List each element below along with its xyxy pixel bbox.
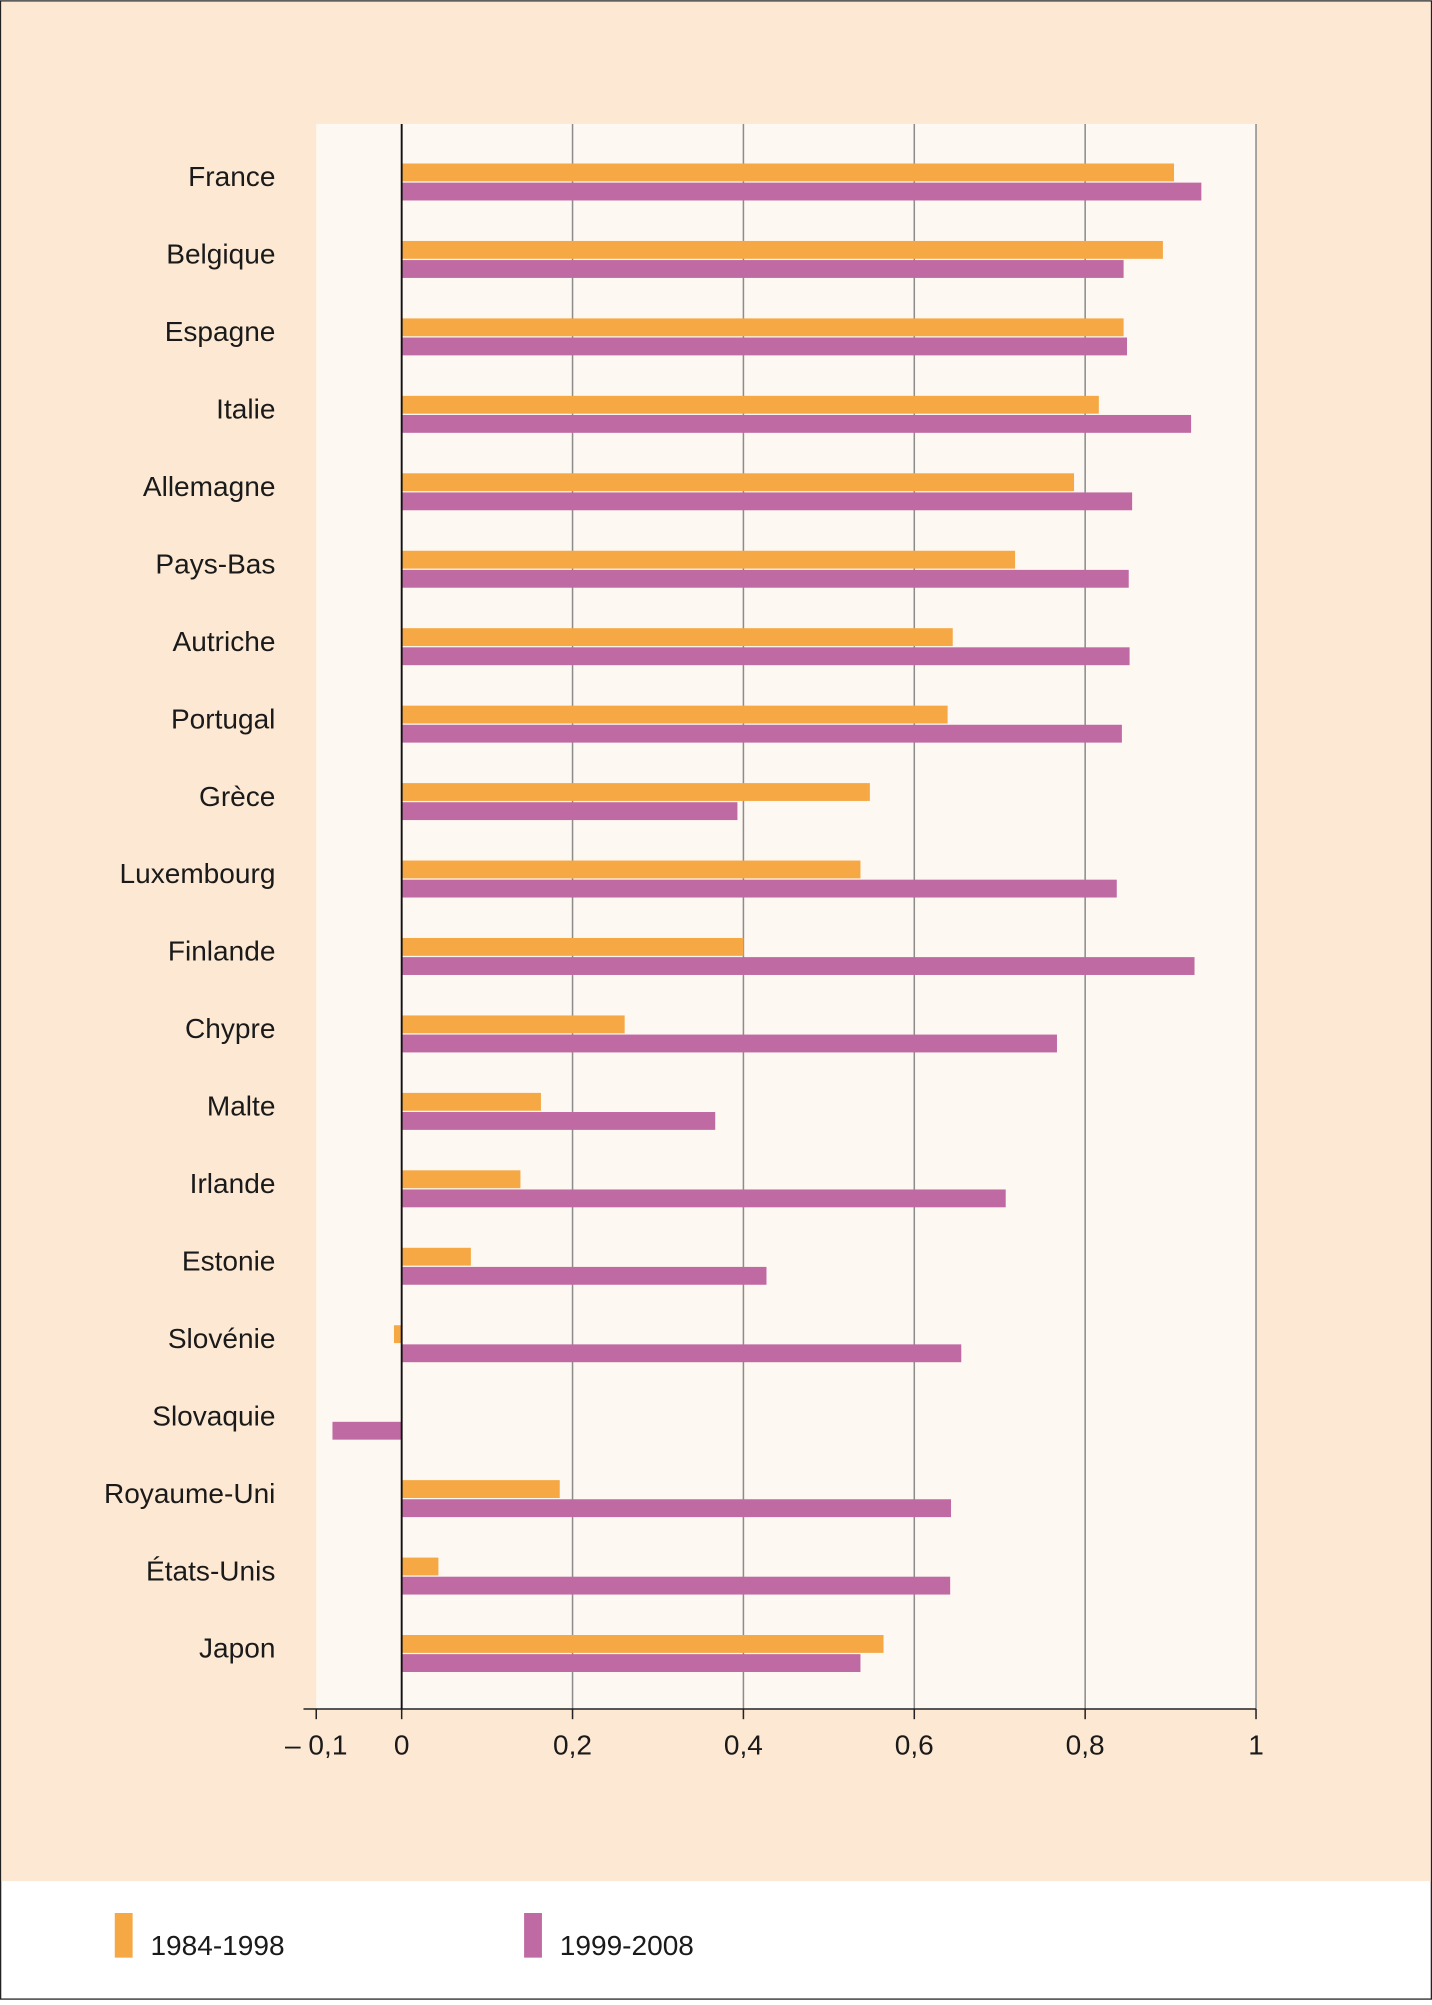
bar [401,1112,716,1130]
y-tick-label: Royaume-Uni [104,1478,275,1509]
bar [401,1557,439,1576]
bar [401,1344,962,1363]
bar [401,1170,521,1189]
x-tick-label: 0,2 [553,1730,592,1761]
bar [401,860,861,879]
bar [401,1576,951,1595]
bar [401,1654,861,1673]
x-tick-label: 0 [394,1730,410,1761]
bar [401,937,744,956]
y-tick-label: Irlande [190,1168,276,1199]
y-tick-label: France [188,161,275,192]
legend-label: 1984-1998 [150,1930,284,1961]
bar [401,550,1016,569]
y-tick-label: Espagne [165,316,276,347]
bar [401,569,1129,588]
y-tick-label: États-Unis [146,1555,275,1586]
bar [401,182,1202,201]
bar [332,1421,402,1440]
bar [401,395,1099,414]
bar [401,414,1192,433]
bar [401,724,1122,743]
bar [401,1034,1057,1053]
y-tick-label: Pays-Bas [155,548,275,579]
y-tick-label: Allemagne [143,471,276,502]
x-tick-label: – 0,1 [285,1730,347,1761]
bar [401,318,1124,337]
bar [401,240,1163,259]
bar [401,473,1075,492]
bar [401,1015,625,1034]
x-tick-label: 0,8 [1066,1730,1105,1761]
bar [393,1325,402,1344]
bar [401,957,1195,975]
bar [401,783,870,801]
y-tick-label: Finlande [168,936,276,967]
y-tick-label: Belgique [166,239,275,270]
x-tick-label: 0,6 [895,1730,934,1761]
y-tick-label: Chypre [185,1013,275,1044]
bar [401,1635,884,1653]
bar [401,1189,1006,1208]
plot-area [316,123,1257,1709]
y-tick-label: Luxembourg [120,858,276,889]
y-tick-label: Portugal [171,703,275,734]
legend-label: 1999-2008 [560,1930,694,1961]
bar [401,628,953,647]
y-tick-label: Autriche [173,626,276,657]
x-tick-label: 0,4 [724,1730,763,1761]
bar [401,337,1128,356]
x-tick-label: 1 [1248,1730,1264,1761]
legend-swatch [114,1913,133,1958]
bar [401,163,1175,182]
bar [401,492,1133,511]
y-tick-label: Malte [207,1091,276,1122]
bar [401,1266,767,1285]
y-tick-label: Slovénie [168,1323,276,1354]
bar [401,260,1124,278]
bar [401,1247,471,1266]
bar [401,705,948,724]
y-tick-label: Slovaquie [152,1400,275,1431]
y-tick-label: Estonie [182,1245,276,1276]
y-tick-label: Japon [199,1633,275,1664]
bar [401,802,738,821]
bar [401,879,1117,898]
y-tick-label: Italie [216,394,275,425]
bar [401,1480,560,1498]
bar [401,1499,952,1518]
bar [401,1092,541,1111]
bar [401,647,1130,666]
legend-swatch [524,1913,542,1958]
y-tick-label: Grèce [199,781,275,812]
